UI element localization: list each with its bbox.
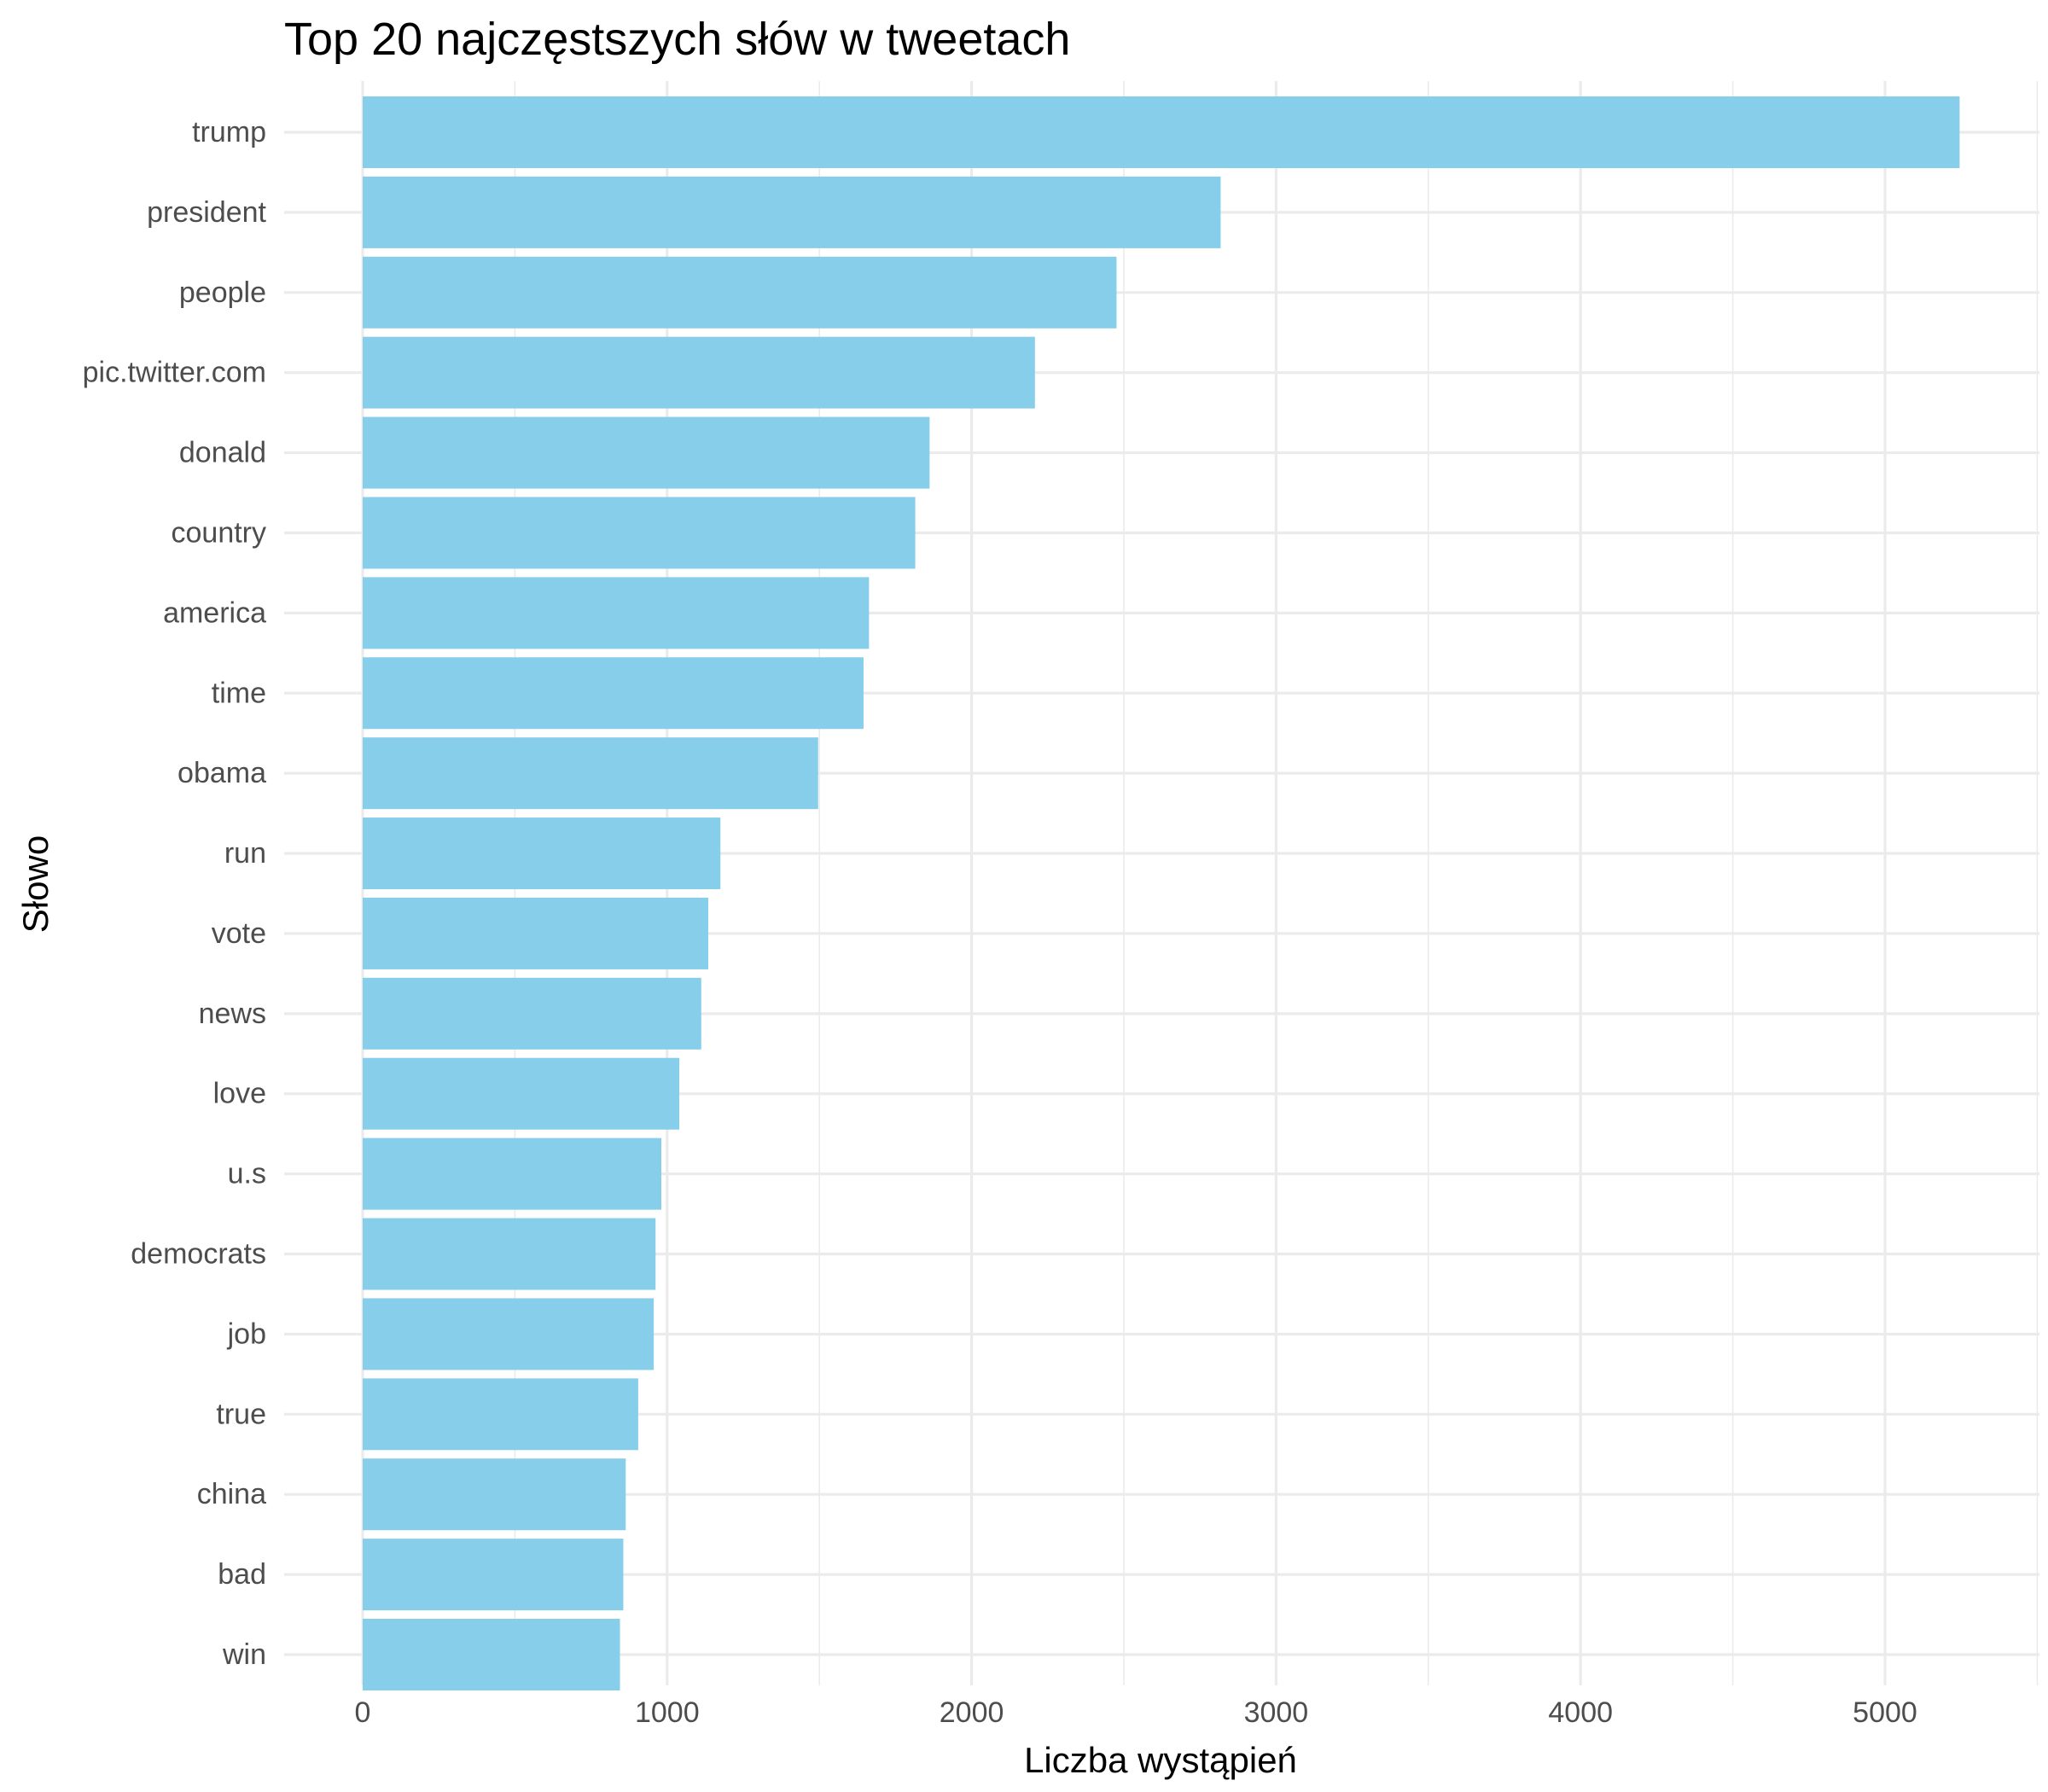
y-tick-label: president	[147, 196, 266, 229]
bar-job	[363, 1298, 655, 1370]
bar-love	[363, 1057, 680, 1130]
bars-layer	[363, 96, 1960, 1690]
y-tick-label: run	[224, 837, 266, 870]
bar-bad	[363, 1539, 624, 1611]
y-tick-label: job	[227, 1318, 266, 1350]
y-tick-label: true	[216, 1398, 266, 1430]
bar-obama	[363, 737, 818, 810]
x-tick-label: 4000	[1548, 1696, 1613, 1729]
x-tick-labels: 0 1000 2000 3000 4000 5000	[355, 1696, 1917, 1729]
x-tick-label: 1000	[635, 1696, 700, 1729]
y-tick-label: democrats	[131, 1238, 266, 1271]
x-axis-title: Liczba wystąpień	[1024, 1740, 1297, 1780]
chart-title: Top 20 najczęstszych słów w tweetach	[284, 14, 1070, 65]
y-tick-label: bad	[218, 1558, 266, 1591]
y-tick-label: obama	[177, 757, 266, 789]
bar-china	[363, 1458, 626, 1531]
y-tick-label: pic.twitter.com	[83, 357, 266, 389]
y-tick-label: u.s	[228, 1158, 266, 1190]
bar-news	[363, 977, 701, 1050]
y-tick-label: america	[163, 596, 266, 629]
bar-pic.twitter.com	[363, 336, 1035, 409]
y-tick-label: win	[222, 1638, 266, 1671]
y-tick-label: trump	[192, 116, 266, 148]
bar-true	[363, 1378, 638, 1451]
y-tick-label: china	[197, 1478, 266, 1510]
x-tick-label: 0	[355, 1696, 371, 1729]
bar-trump	[363, 96, 1960, 168]
x-tick-label: 3000	[1244, 1696, 1309, 1729]
bar-u.s	[363, 1137, 662, 1210]
bar-democrats	[363, 1218, 656, 1290]
y-tick-label: love	[213, 1078, 266, 1110]
x-tick-label: 2000	[940, 1696, 1004, 1729]
y-tick-label: country	[172, 516, 267, 549]
y-tick-label: donald	[179, 437, 266, 469]
y-tick-label: people	[179, 276, 266, 309]
bar-donald	[363, 416, 930, 489]
y-tick-label: time	[212, 677, 266, 709]
y-tick-label: news	[199, 998, 266, 1030]
y-tick-label: vote	[212, 917, 266, 950]
bar-people	[363, 256, 1117, 329]
bar-america	[363, 577, 870, 649]
bar-win	[363, 1619, 620, 1690]
bar-country	[363, 497, 916, 569]
y-axis-title: Słowo	[15, 835, 55, 933]
bar-time	[363, 657, 864, 730]
bar-run	[363, 817, 721, 890]
bar-vote	[363, 897, 708, 969]
bar-president	[363, 176, 1221, 248]
y-tick-labels: trump president people pic.twitter.com donal…	[83, 116, 267, 1671]
x-tick-label: 5000	[1853, 1696, 1917, 1729]
